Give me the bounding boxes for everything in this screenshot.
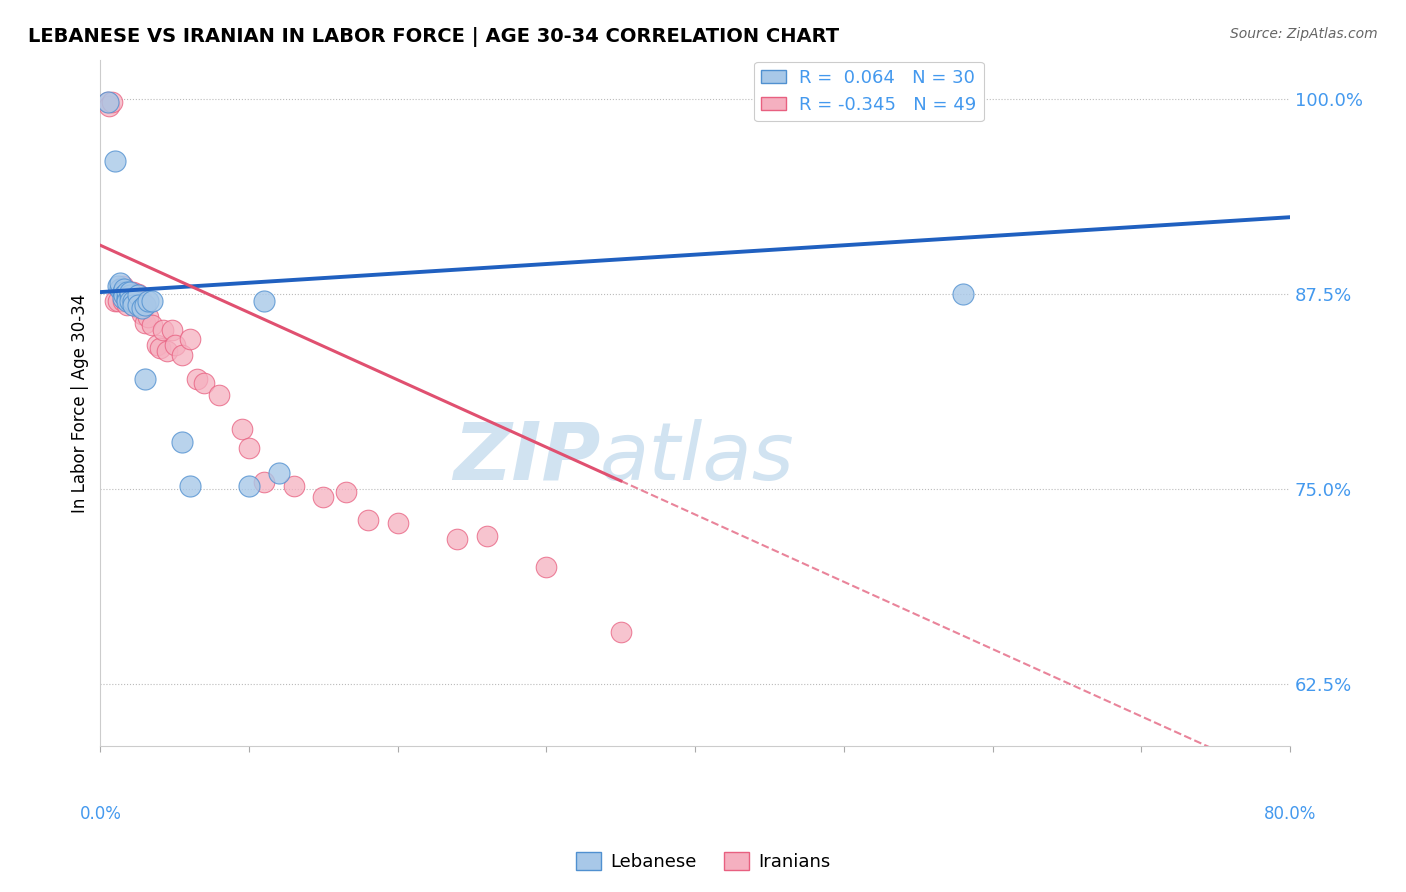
- Point: [335, 484, 357, 499]
- Point: [120, 288, 142, 302]
- Point: [108, 276, 131, 290]
- Point: [160, 322, 183, 336]
- Point: [108, 282, 131, 296]
- Legend: Lebanese, Iranians: Lebanese, Iranians: [568, 845, 838, 879]
- Point: [134, 372, 156, 386]
- Point: [104, 154, 127, 169]
- Point: [112, 288, 135, 302]
- Point: [127, 288, 149, 302]
- Point: [312, 490, 335, 504]
- Point: [111, 285, 134, 299]
- Point: [134, 297, 156, 311]
- Point: [141, 294, 163, 309]
- Point: [179, 478, 201, 492]
- Text: 0.0%: 0.0%: [79, 805, 121, 823]
- Point: [120, 294, 142, 309]
- Point: [125, 294, 148, 309]
- Point: [127, 286, 149, 301]
- Point: [193, 376, 215, 390]
- Point: [112, 282, 135, 296]
- Point: [238, 441, 260, 455]
- Point: [127, 297, 149, 311]
- Point: [136, 310, 159, 324]
- Text: 80.0%: 80.0%: [1264, 805, 1316, 823]
- Point: [115, 285, 138, 299]
- Point: [107, 278, 129, 293]
- Point: [112, 282, 135, 296]
- Point: [111, 294, 134, 309]
- Point: [172, 434, 194, 449]
- Point: [112, 288, 135, 302]
- Text: LEBANESE VS IRANIAN IN LABOR FORCE | AGE 30-34 CORRELATION CHART: LEBANESE VS IRANIAN IN LABOR FORCE | AGE…: [28, 27, 839, 46]
- Point: [134, 316, 156, 330]
- Point: [446, 532, 468, 546]
- Point: [253, 294, 276, 309]
- Point: [104, 294, 127, 309]
- Point: [131, 301, 153, 315]
- Point: [357, 513, 380, 527]
- Point: [238, 478, 260, 492]
- Point: [267, 466, 290, 480]
- Point: [115, 297, 138, 311]
- Point: [146, 338, 169, 352]
- Point: [208, 388, 231, 402]
- Point: [120, 285, 142, 299]
- Text: ZIP: ZIP: [453, 419, 600, 497]
- Point: [172, 347, 194, 361]
- Point: [101, 95, 124, 109]
- Point: [98, 99, 121, 113]
- Text: atlas: atlas: [600, 419, 794, 497]
- Point: [131, 307, 153, 321]
- Point: [111, 291, 134, 305]
- Point: [283, 478, 305, 492]
- Point: [156, 344, 179, 359]
- Point: [387, 516, 409, 530]
- Point: [179, 332, 201, 346]
- Point: [141, 318, 163, 332]
- Point: [120, 285, 142, 299]
- Point: [115, 291, 138, 305]
- Point: [111, 278, 134, 293]
- Point: [136, 294, 159, 309]
- Point: [131, 294, 153, 309]
- Point: [536, 559, 558, 574]
- Point: [134, 297, 156, 311]
- Point: [107, 294, 129, 309]
- Point: [128, 301, 150, 315]
- Point: [610, 625, 633, 640]
- Y-axis label: In Labor Force | Age 30-34: In Labor Force | Age 30-34: [72, 293, 89, 513]
- Legend: R =  0.064   N = 30, R = -0.345   N = 49: R = 0.064 N = 30, R = -0.345 N = 49: [754, 62, 984, 121]
- Point: [231, 422, 253, 436]
- Point: [152, 322, 174, 336]
- Point: [122, 294, 145, 309]
- Point: [97, 95, 120, 109]
- Point: [122, 297, 145, 311]
- Point: [952, 286, 974, 301]
- Point: [115, 294, 138, 309]
- Point: [149, 341, 172, 355]
- Point: [97, 95, 120, 109]
- Point: [163, 338, 186, 352]
- Point: [253, 475, 276, 490]
- Point: [122, 297, 145, 311]
- Point: [120, 294, 142, 309]
- Point: [186, 372, 208, 386]
- Point: [122, 285, 145, 299]
- Point: [115, 285, 138, 299]
- Point: [475, 528, 498, 542]
- Point: [127, 297, 149, 311]
- Text: Source: ZipAtlas.com: Source: ZipAtlas.com: [1230, 27, 1378, 41]
- Point: [110, 282, 132, 296]
